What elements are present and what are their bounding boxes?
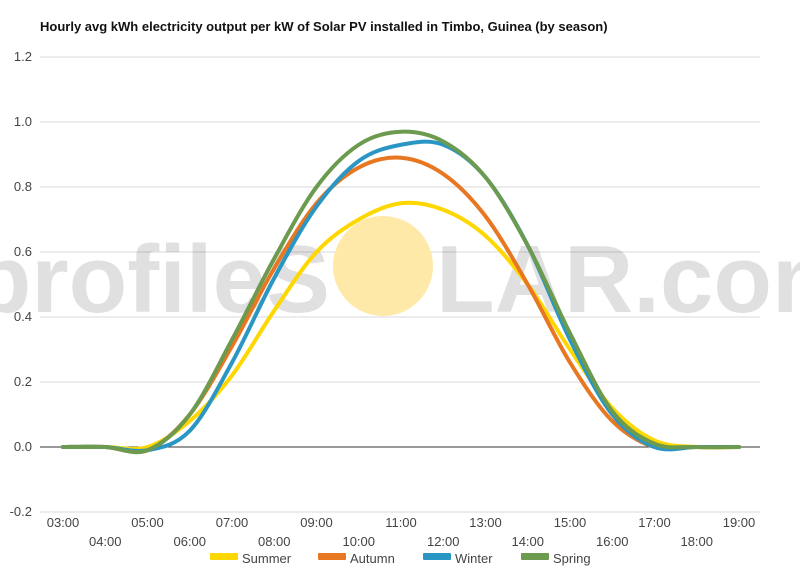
- x-tick-label: 18:00: [680, 534, 713, 549]
- legend-swatch-autumn: [318, 553, 346, 560]
- x-tick-label: 11:00: [385, 515, 417, 530]
- legend-label-spring: Spring: [553, 551, 591, 566]
- series-layer: [61, 129, 741, 455]
- y-tick-label: 0.0: [14, 439, 32, 454]
- x-tick-label: 05:00: [131, 515, 164, 530]
- series-line-spring: [61, 129, 741, 455]
- x-tick-label: 10:00: [342, 534, 375, 549]
- x-tick-label: 09:00: [300, 515, 333, 530]
- legend-label-autumn: Autumn: [350, 551, 395, 566]
- x-tick-label: 19:00: [723, 515, 756, 530]
- legend-swatch-winter: [423, 553, 451, 560]
- x-tick-label: 15:00: [554, 515, 587, 530]
- y-tick-label: 0.4: [14, 309, 32, 324]
- watermark: profileS LAR.com: [0, 216, 800, 333]
- x-tick-label: 12:00: [427, 534, 460, 549]
- x-tick-label: 14:00: [511, 534, 544, 549]
- chart-title: Hourly avg kWh electricity output per kW…: [40, 19, 608, 34]
- y-tick-label: -0.2: [10, 504, 32, 519]
- x-axis-ticks: 03:00 04:00 05:00 06:00 07:00 08:00 09:00 10:00…: [47, 515, 756, 549]
- legend-label-winter: Winter: [455, 551, 493, 566]
- legend-swatch-spring: [521, 553, 549, 560]
- x-tick-label: 04:00: [89, 534, 122, 549]
- x-tick-label: 16:00: [596, 534, 629, 549]
- y-tick-label: 1.2: [14, 49, 32, 64]
- series-line-summer: [61, 200, 741, 451]
- x-tick-label: 08:00: [258, 534, 291, 549]
- y-tick-label: 0.8: [14, 179, 32, 194]
- x-tick-label: 17:00: [638, 515, 671, 530]
- x-tick-label: 13:00: [469, 515, 502, 530]
- y-tick-label: 0.6: [14, 244, 32, 259]
- y-tick-label: 0.2: [14, 374, 32, 389]
- legend-label-summer: Summer: [242, 551, 292, 566]
- x-tick-label: 03:00: [47, 515, 80, 530]
- watermark-text-left: profileS: [0, 226, 330, 333]
- x-tick-label: 07:00: [216, 515, 249, 530]
- y-axis-ticks: -0.2 0.0 0.2 0.4 0.6 0.8 1.0 1.2: [10, 49, 32, 519]
- legend-swatch-summer: [210, 553, 238, 560]
- legend: Summer Autumn Winter Spring: [210, 551, 591, 566]
- y-tick-label: 1.0: [14, 114, 32, 129]
- x-tick-label: 06:00: [173, 534, 206, 549]
- series-line-winter: [61, 139, 741, 453]
- watermark-sun: [333, 216, 433, 316]
